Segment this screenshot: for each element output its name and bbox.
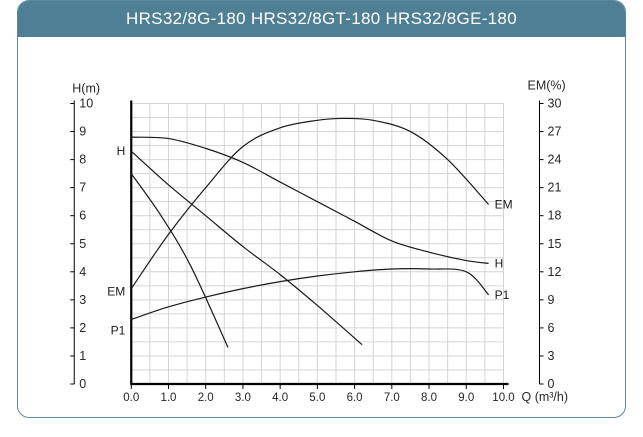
svg-text:8.0: 8.0 — [421, 392, 437, 404]
svg-text:0: 0 — [548, 377, 555, 391]
svg-text:24: 24 — [548, 153, 562, 167]
svg-text:9.0: 9.0 — [458, 392, 474, 404]
svg-text:EM(%): EM(%) — [528, 79, 566, 93]
svg-text:1.0: 1.0 — [160, 392, 176, 404]
svg-text:6: 6 — [79, 209, 86, 223]
svg-text:7: 7 — [79, 181, 86, 195]
svg-text:H: H — [117, 144, 126, 158]
svg-text:EM: EM — [495, 197, 513, 211]
svg-text:5: 5 — [79, 237, 86, 251]
svg-text:6: 6 — [548, 321, 555, 335]
svg-text:0: 0 — [79, 377, 86, 391]
svg-text:4: 4 — [79, 265, 86, 279]
svg-text:5.0: 5.0 — [309, 392, 325, 404]
svg-text:0.0: 0.0 — [123, 392, 139, 404]
svg-text:7.0: 7.0 — [384, 392, 400, 404]
svg-text:2: 2 — [79, 321, 86, 335]
svg-text:8: 8 — [79, 153, 86, 167]
svg-text:9: 9 — [79, 125, 86, 139]
svg-text:P1: P1 — [111, 324, 126, 338]
svg-text:3: 3 — [548, 349, 555, 363]
svg-text:H(m): H(m) — [72, 82, 100, 96]
svg-text:EM: EM — [107, 284, 125, 298]
svg-text:Q (m³/h): Q (m³/h) — [522, 390, 569, 404]
svg-text:27: 27 — [548, 125, 562, 139]
svg-text:10.0: 10.0 — [492, 392, 514, 404]
svg-text:9: 9 — [548, 293, 555, 307]
svg-text:18: 18 — [548, 209, 562, 223]
svg-text:3.0: 3.0 — [235, 392, 251, 404]
svg-text:1: 1 — [79, 349, 86, 363]
svg-text:15: 15 — [548, 237, 562, 251]
svg-text:P1: P1 — [495, 288, 510, 302]
svg-text:30: 30 — [548, 97, 562, 111]
svg-text:2.0: 2.0 — [198, 392, 214, 404]
svg-text:10: 10 — [79, 97, 93, 111]
svg-text:4.0: 4.0 — [272, 392, 288, 404]
svg-text:3: 3 — [79, 293, 86, 307]
svg-text:12: 12 — [548, 265, 562, 279]
svg-text:6.0: 6.0 — [347, 392, 363, 404]
svg-text:21: 21 — [548, 181, 562, 195]
svg-text:H: H — [495, 256, 504, 270]
